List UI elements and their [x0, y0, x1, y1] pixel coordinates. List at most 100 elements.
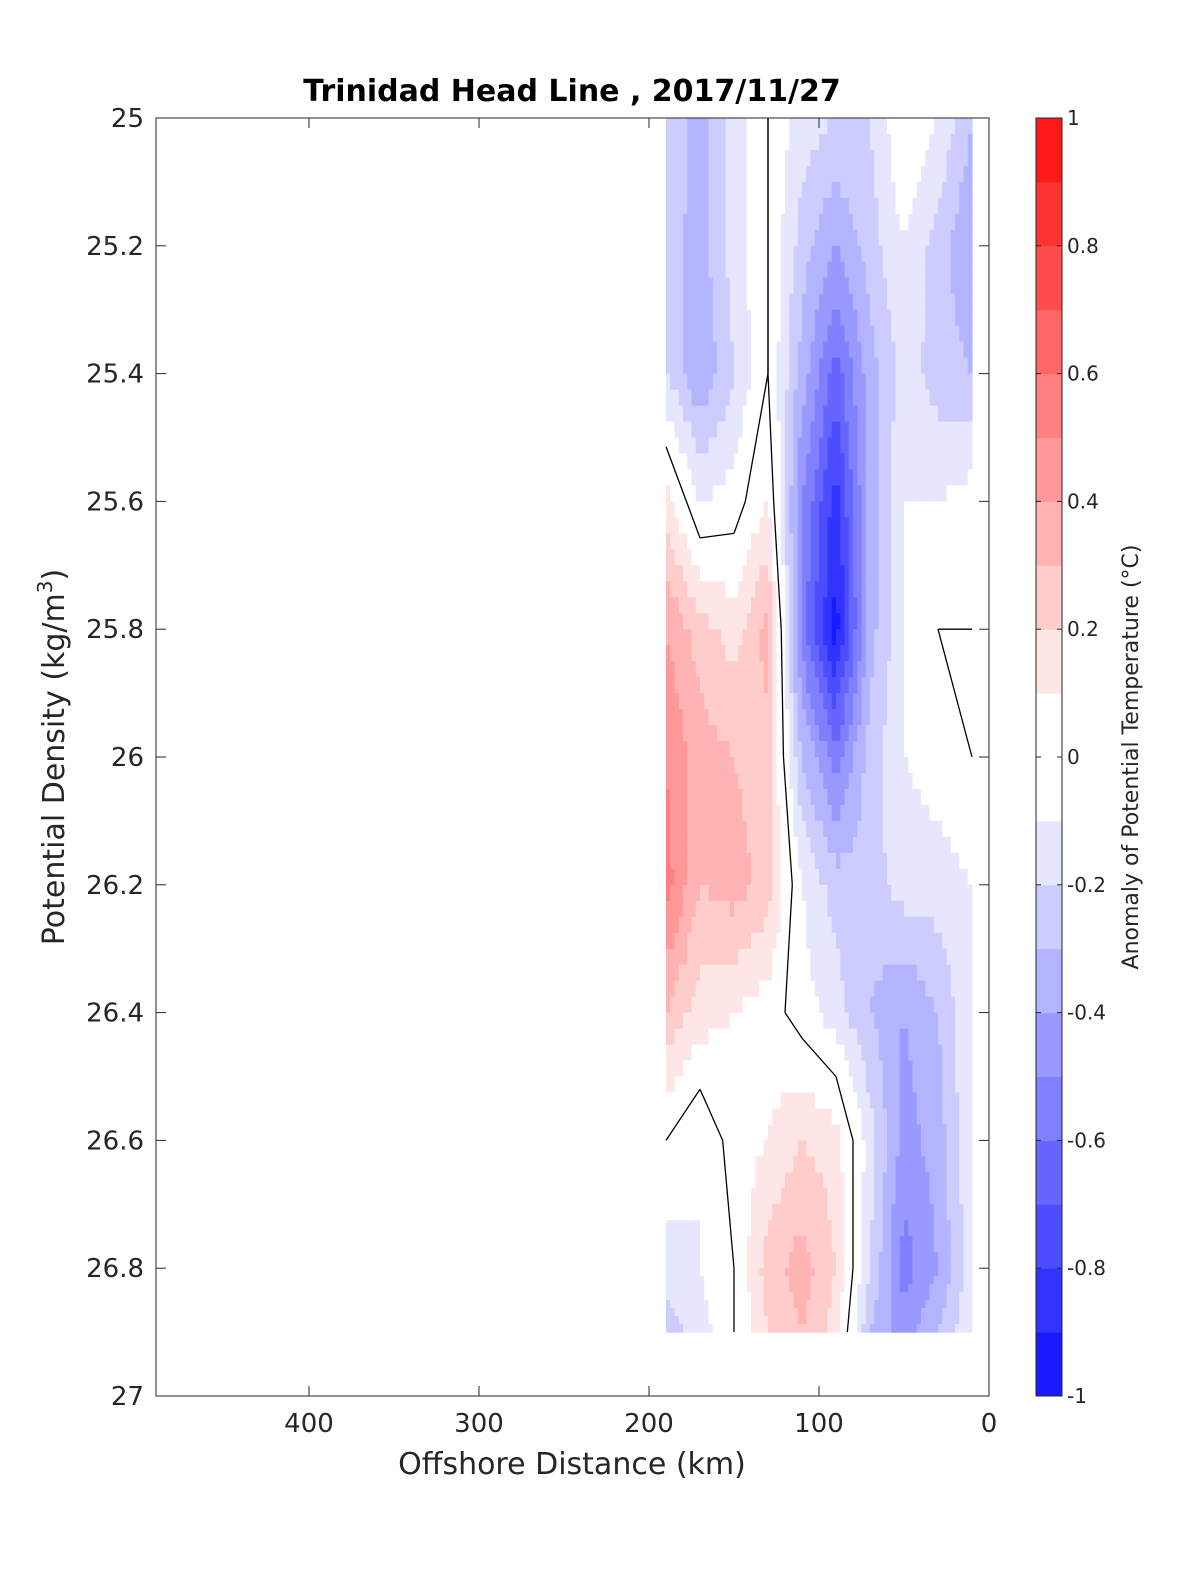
contour-cell: [776, 1172, 782, 1189]
contour-cell: [797, 1060, 803, 1078]
contour-cell: [878, 517, 884, 534]
contour-cell: [687, 565, 693, 582]
contour-cell: [704, 357, 710, 375]
contour-cell: [742, 533, 748, 550]
contour-cell: [844, 133, 850, 151]
contour-cell: [870, 820, 875, 838]
contour-cell: [729, 1140, 735, 1157]
contour-cell: [848, 1108, 854, 1126]
contour-cell: [916, 1108, 922, 1126]
contour-cell: [780, 437, 786, 455]
contour-cell: [853, 629, 858, 646]
contour-cell: [925, 565, 931, 582]
contour-cell: [742, 932, 748, 950]
contour-cell: [831, 485, 837, 502]
contour-cell: [806, 1220, 812, 1237]
contour-cell: [857, 932, 863, 950]
contour-cell: [666, 469, 671, 487]
contour-cell: [746, 133, 752, 151]
contour-cell: [848, 357, 854, 375]
contour-cell: [874, 405, 880, 423]
contour-cell: [861, 485, 867, 502]
contour-cell: [772, 757, 778, 774]
contour-cell: [797, 277, 803, 295]
contour-cell: [938, 948, 943, 966]
contour-cell: [755, 948, 761, 966]
contour-cell: [738, 1236, 744, 1253]
contour-cell: [763, 677, 769, 694]
contour-cell: [836, 884, 841, 902]
contour-cell: [933, 229, 939, 247]
contour-cell: [683, 565, 688, 582]
contour-cell: [874, 1108, 880, 1126]
contour-cell: [827, 1044, 833, 1062]
contour-cell: [938, 741, 943, 758]
contour-cell: [891, 916, 897, 934]
contour-cell: [738, 1172, 744, 1189]
contour-cell: [683, 613, 688, 630]
contour-cell: [874, 245, 880, 263]
contour-cell: [853, 517, 858, 534]
contour-cell: [861, 772, 867, 790]
contour-cell: [780, 1044, 786, 1062]
contour-cell: [712, 709, 718, 726]
contour-cell: [814, 1028, 820, 1046]
contour-cell: [772, 245, 778, 263]
contour-cell: [772, 725, 778, 742]
contour-cell: [878, 629, 884, 646]
contour-cell: [687, 788, 693, 806]
contour-cell: [666, 948, 671, 966]
contour-cell: [891, 453, 897, 471]
contour-cell: [827, 469, 833, 487]
contour-cell: [848, 629, 854, 646]
contour-cell: [780, 549, 786, 566]
contour-cell: [755, 820, 761, 838]
contour-cell: [670, 229, 676, 247]
contour-cell: [768, 341, 773, 359]
contour-cell: [925, 293, 931, 311]
contour-cell: [687, 1204, 693, 1221]
contour-cell: [712, 1156, 718, 1173]
contour-cell: [938, 613, 943, 630]
contour-cell: [712, 1044, 718, 1062]
contour-cell: [789, 405, 795, 423]
contour-cell: [666, 1188, 671, 1205]
contour-cell: [738, 900, 744, 918]
contour-cell: [670, 693, 676, 710]
contour-cell: [887, 341, 892, 359]
contour-cell: [751, 1252, 756, 1269]
contour-cell: [895, 804, 901, 822]
contour-cell: [729, 181, 735, 199]
contour-cell: [840, 405, 846, 423]
contour-cell: [751, 565, 756, 582]
contour-cell: [929, 820, 935, 838]
contour-cell: [899, 1092, 905, 1110]
contour-cell: [831, 629, 837, 646]
contour-cell: [780, 373, 786, 391]
contour-cell: [755, 980, 761, 998]
contour-cell: [904, 1012, 909, 1030]
contour-cell: [802, 293, 807, 311]
contour-cell: [695, 485, 701, 502]
contour-cell: [742, 501, 748, 518]
contour-cell: [806, 788, 812, 806]
contour-cell: [912, 661, 918, 678]
contour-cell: [878, 661, 884, 678]
contour-cell: [789, 661, 795, 678]
contour-cell: [691, 645, 697, 662]
contour-cell: [785, 836, 790, 854]
contour-cell: [725, 980, 731, 998]
contour-cell: [763, 852, 769, 870]
contour-cell: [725, 533, 731, 550]
contour-cell: [878, 741, 884, 758]
contour-cell: [908, 1044, 914, 1062]
contour-cell: [674, 1172, 680, 1189]
contour-cell: [759, 1140, 765, 1157]
contour-cell: [717, 133, 722, 151]
contour-cell: [746, 213, 752, 231]
contour-cell: [823, 597, 829, 614]
contour-cell: [734, 213, 739, 231]
contour-cell: [967, 852, 973, 870]
contour-cell: [725, 1124, 731, 1141]
contour-cell: [967, 996, 973, 1014]
